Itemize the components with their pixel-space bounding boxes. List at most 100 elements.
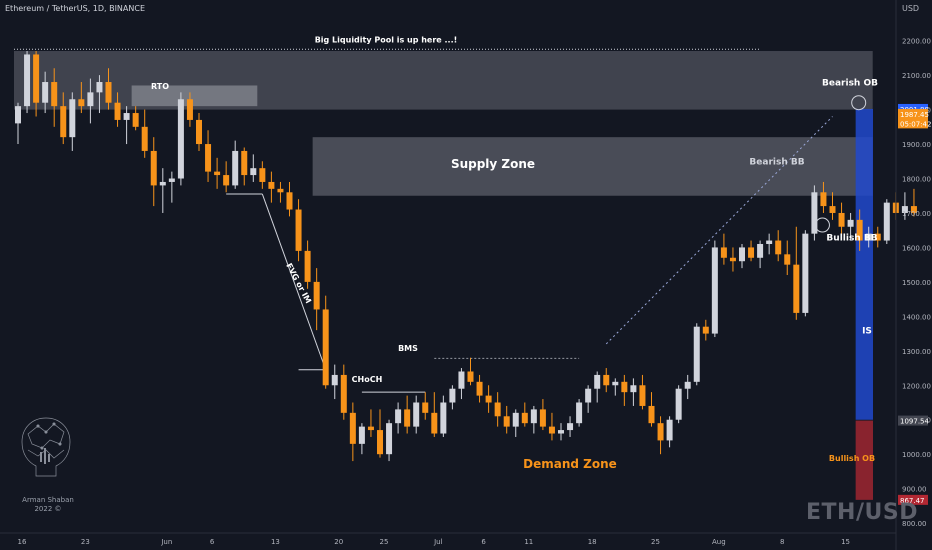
candle-body: [196, 119, 202, 145]
annotation-7: BMS: [398, 344, 418, 353]
x-tick-label: Aug: [712, 538, 726, 546]
symbol-watermark: ETH/USD: [806, 500, 918, 525]
annotation-8: CHoCH: [352, 375, 383, 384]
candle-body: [458, 371, 465, 389]
price-label-1: 1987.45: [900, 111, 929, 119]
x-tick-label: 13: [271, 538, 280, 546]
candle-body: [720, 247, 727, 258]
highlight-circle-top: [851, 95, 867, 111]
candle-body: [802, 233, 809, 313]
y-tick-label: 2100.00: [902, 72, 931, 80]
candle-body: [874, 233, 881, 241]
y-tick-label: 1200.00: [902, 382, 931, 390]
annotation-5: Bullish BB: [826, 234, 877, 244]
candle-body: [268, 181, 275, 189]
candle-body: [548, 426, 555, 434]
candle-body: [232, 150, 239, 186]
symbol-header: Ethereum / TetherUS, 1D, BINANCE: [5, 4, 146, 13]
candle-body: [250, 168, 257, 176]
price-label-3: 1097.54: [900, 418, 929, 426]
candle-body: [539, 409, 546, 427]
candle-body: [69, 99, 76, 138]
candle-body: [440, 402, 447, 434]
candle-body: [702, 326, 709, 334]
price-label-2: 05:07:42: [900, 120, 931, 128]
annotation-4: Bearish BB: [749, 158, 804, 168]
candle-body: [150, 150, 157, 186]
candle-body: [910, 206, 917, 213]
candle-body: [105, 82, 112, 103]
candle-body: [630, 385, 637, 393]
candle-body: [15, 106, 21, 124]
candle-body: [304, 250, 311, 282]
candle-body: [295, 209, 302, 251]
annotation-1: RTO: [151, 82, 169, 91]
candle-body: [521, 412, 528, 424]
y-tick-label: 900.00: [902, 486, 927, 494]
candle-body: [422, 402, 429, 413]
candle-body: [666, 419, 673, 441]
candle-body: [87, 92, 94, 107]
candle-body: [847, 219, 854, 227]
x-tick-label: Jun: [160, 538, 172, 546]
highlight-circle-mid: [814, 217, 830, 233]
price-label-bg: [898, 118, 928, 129]
annotation-10: Demand Zone: [523, 457, 617, 471]
candle-body: [313, 281, 320, 310]
candle-body: [60, 106, 67, 138]
y-tick-label: 2200.00: [902, 38, 931, 46]
candle-body: [530, 409, 537, 424]
candle-body: [784, 254, 791, 265]
x-tick-label: 20: [334, 538, 343, 546]
candle-body: [675, 388, 682, 420]
annotation-11: Bullish OB: [829, 454, 875, 463]
candle-body: [33, 54, 40, 103]
candle-body: [159, 181, 166, 186]
candle-body: [901, 206, 908, 213]
candle-body: [449, 388, 456, 403]
candle-body: [78, 99, 85, 107]
currency-label: USD: [902, 4, 920, 13]
candle-body: [648, 405, 655, 424]
candle-body: [132, 113, 139, 127]
candle-body: [585, 388, 592, 403]
candle-body: [711, 247, 718, 334]
y-tick-label: 1000.00: [902, 451, 931, 459]
candle-body: [395, 409, 402, 424]
candle-body: [748, 247, 755, 258]
x-tick-label: 18: [588, 538, 597, 546]
candle-body: [431, 412, 438, 434]
x-tick-label: 25: [651, 538, 660, 546]
candle-body: [168, 178, 175, 182]
candle-body: [739, 247, 745, 262]
candle-body: [865, 233, 872, 241]
candle-body: [177, 99, 184, 179]
candle-body: [51, 82, 58, 107]
candle-body: [186, 99, 193, 120]
zone-2: [312, 137, 873, 196]
candle-body: [693, 326, 700, 382]
candle-body: [413, 402, 420, 427]
x-tick-label: 16: [18, 538, 27, 546]
y-tick-label: 1300.00: [902, 348, 931, 356]
y-tick-label: 1800.00: [902, 176, 931, 184]
annotation-2: Supply Zone: [451, 157, 535, 171]
candle-body: [123, 113, 130, 120]
zone-0: [14, 51, 873, 110]
x-tick-label: 11: [524, 538, 533, 546]
candle-body: [367, 426, 374, 431]
candle-body: [358, 426, 365, 444]
zone-3: [855, 108, 873, 420]
candle-body: [576, 402, 583, 424]
candle-body: [223, 175, 230, 186]
candle-body: [42, 82, 49, 103]
candle-body: [856, 219, 863, 241]
candle-body: [467, 371, 474, 382]
candle-body: [639, 385, 646, 406]
x-tick-label: Jul: [433, 538, 443, 546]
price-label-bg: [898, 108, 928, 119]
candle-body: [811, 192, 818, 234]
candle-body: [883, 202, 890, 241]
